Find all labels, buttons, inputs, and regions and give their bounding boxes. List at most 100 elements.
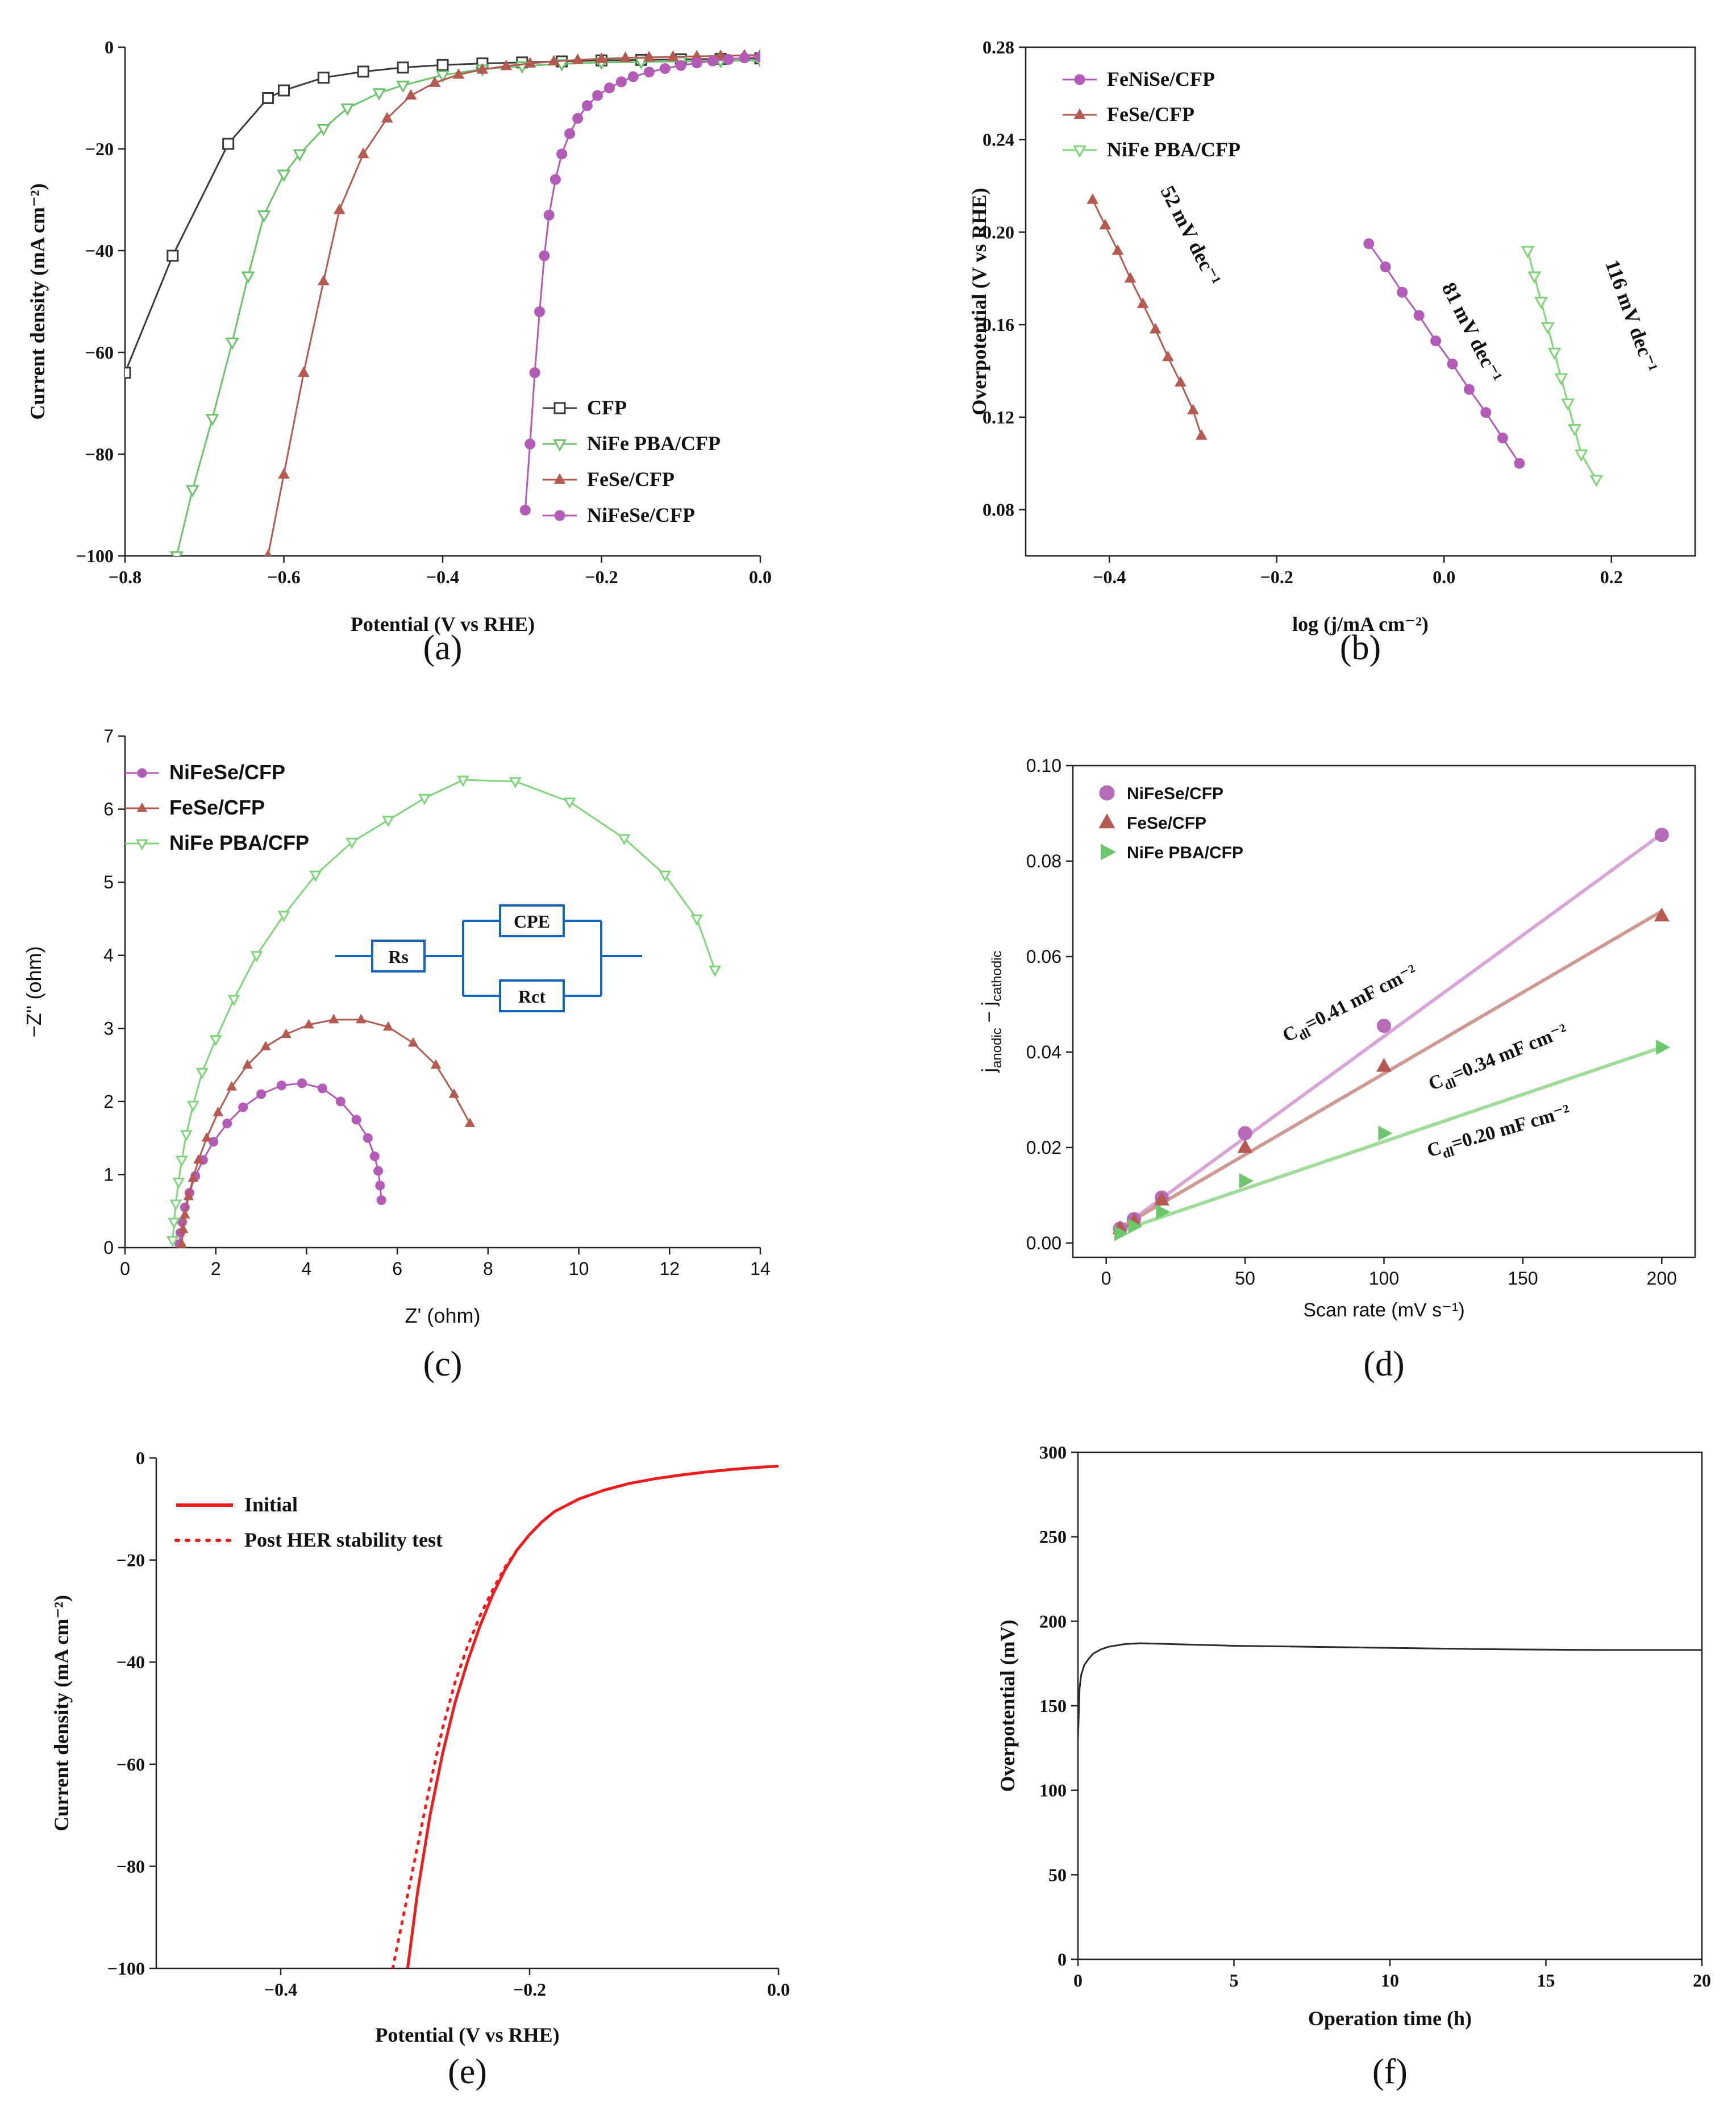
- data-point: [226, 1081, 237, 1091]
- y-tick-label: 1: [103, 1164, 114, 1185]
- y-tick-label: 0.10: [1026, 755, 1061, 776]
- data-point: [225, 337, 239, 350]
- data-point: [643, 51, 655, 62]
- y-tick-label: 0.04: [1026, 1042, 1061, 1062]
- data-point: [1574, 449, 1588, 462]
- capacitance-annotation: Cdl=0.41 mF cm⁻²: [1279, 961, 1422, 1050]
- y-tick-label: 0: [136, 1448, 145, 1468]
- x-tick-label: 200: [1647, 1268, 1677, 1289]
- y-tick-label: 0.00: [1026, 1233, 1061, 1253]
- x-tick-label: 150: [1508, 1268, 1538, 1289]
- data-point: [363, 1133, 373, 1143]
- data-point: [603, 82, 615, 94]
- legend-label: FeSe/CFP: [1107, 103, 1194, 126]
- data-point: [373, 1166, 384, 1176]
- x-tick-label: −0.4: [426, 567, 459, 587]
- y-tick-label: 0.20: [983, 222, 1014, 242]
- x-tick-label: 2: [211, 1258, 221, 1279]
- equivalent-circuit: [335, 904, 642, 1012]
- x-tick-label: 6: [392, 1258, 402, 1279]
- x-tick-label: 20: [1693, 1970, 1711, 1991]
- data-point: [1430, 335, 1442, 347]
- data-point: [297, 1078, 307, 1088]
- panel-label: (d): [1363, 1345, 1404, 1383]
- data-point: [382, 816, 395, 828]
- data-point: [303, 1019, 314, 1029]
- plot-area: [1112, 828, 1671, 1241]
- series-line: [267, 53, 760, 556]
- x-tick-label: 15: [1537, 1970, 1555, 1991]
- data-point: [1534, 297, 1548, 309]
- data-point: [250, 951, 263, 963]
- data-point: [1136, 297, 1149, 308]
- capacitance-annotation-rest: =0.20 mF cm⁻²: [1449, 1100, 1572, 1154]
- data-point: [1654, 907, 1670, 922]
- data-point: [524, 57, 536, 68]
- y-tick-label: 0.16: [983, 314, 1014, 335]
- data-point: [1111, 244, 1124, 255]
- legend-marker: [1073, 145, 1086, 158]
- data-point: [334, 203, 345, 214]
- data-point: [176, 1238, 188, 1248]
- data-point: [1128, 1218, 1143, 1234]
- legend-label: FeNiSe/CFP: [1107, 68, 1215, 90]
- series-line: [125, 57, 760, 373]
- data-point: [278, 468, 290, 479]
- data-point: [351, 1115, 361, 1125]
- data-point: [309, 870, 322, 882]
- x-tick-label: 100: [1369, 1268, 1399, 1289]
- y-tick-label: 6: [103, 799, 114, 820]
- legend-label: FeSe/CFP: [169, 796, 265, 819]
- data-point: [534, 306, 545, 317]
- legend: NiFeSe/CFP FeSe/CFP NiFe PBA/CFP: [1098, 784, 1243, 862]
- data-point: [1238, 1126, 1252, 1141]
- data-point: [213, 1106, 223, 1116]
- series-line: [1092, 199, 1202, 436]
- plot-area: [166, 775, 722, 1248]
- y-axis-title: Current density (mA cm⁻²): [26, 183, 49, 419]
- legend-label: NiFeSe/CFP: [169, 761, 285, 784]
- x-tick-label: 4: [302, 1258, 312, 1279]
- x-axis-title: log (j/mA cm⁻²): [1292, 613, 1429, 635]
- x-tick-label: −0.2: [1260, 567, 1293, 587]
- y-tick-label: 300: [1039, 1442, 1067, 1462]
- data-point: [581, 100, 593, 111]
- legend-label: Initial: [244, 1493, 298, 1516]
- y-tick-label: 50: [1048, 1864, 1067, 1885]
- panel-label: (f): [1372, 2052, 1408, 2091]
- data-point: [186, 1100, 199, 1112]
- data-point: [739, 52, 750, 64]
- data-point: [407, 1037, 419, 1047]
- data-point: [222, 1118, 232, 1128]
- y-tick-label: 0.02: [1026, 1137, 1061, 1158]
- data-point: [659, 63, 671, 74]
- y-axis-title-mid: − j: [979, 1002, 1000, 1028]
- data-point: [241, 271, 255, 284]
- data-point: [175, 1156, 188, 1167]
- y-tick-label: 5: [103, 872, 114, 892]
- data-point: [456, 775, 469, 787]
- data-point: [659, 870, 672, 882]
- panel-e: −0.4 −0.2 0.0 −100 −80 −60 −40 −20 0 Potential (V…: [50, 1448, 790, 2091]
- legend: Initial Post HER stability test: [174, 1493, 443, 1551]
- legend-label: CFP: [587, 396, 627, 419]
- data-point: [369, 1151, 380, 1161]
- x-axis-title: Operation time (h): [1308, 2007, 1472, 2030]
- data-point: [1237, 1139, 1253, 1153]
- x-tick-label: 0.0: [1433, 567, 1455, 587]
- plot-area: [1086, 193, 1604, 488]
- data-point: [619, 51, 631, 63]
- data-point: [436, 70, 449, 83]
- x-tick-label: 10: [1381, 1970, 1399, 1991]
- series-line: [181, 1019, 471, 1244]
- data-point: [328, 1013, 339, 1024]
- data-point: [1376, 1058, 1392, 1072]
- data-point: [548, 55, 560, 66]
- y-tick-label: 200: [1039, 1611, 1067, 1631]
- data-point: [430, 1059, 442, 1069]
- panel-a: −0.8 −0.6 −0.4 −0.2 0.0 −100 −80 −60 −40 −20 0 Pote…: [26, 37, 772, 667]
- data-point: [707, 55, 718, 67]
- x-tick-label: −0.6: [267, 567, 300, 587]
